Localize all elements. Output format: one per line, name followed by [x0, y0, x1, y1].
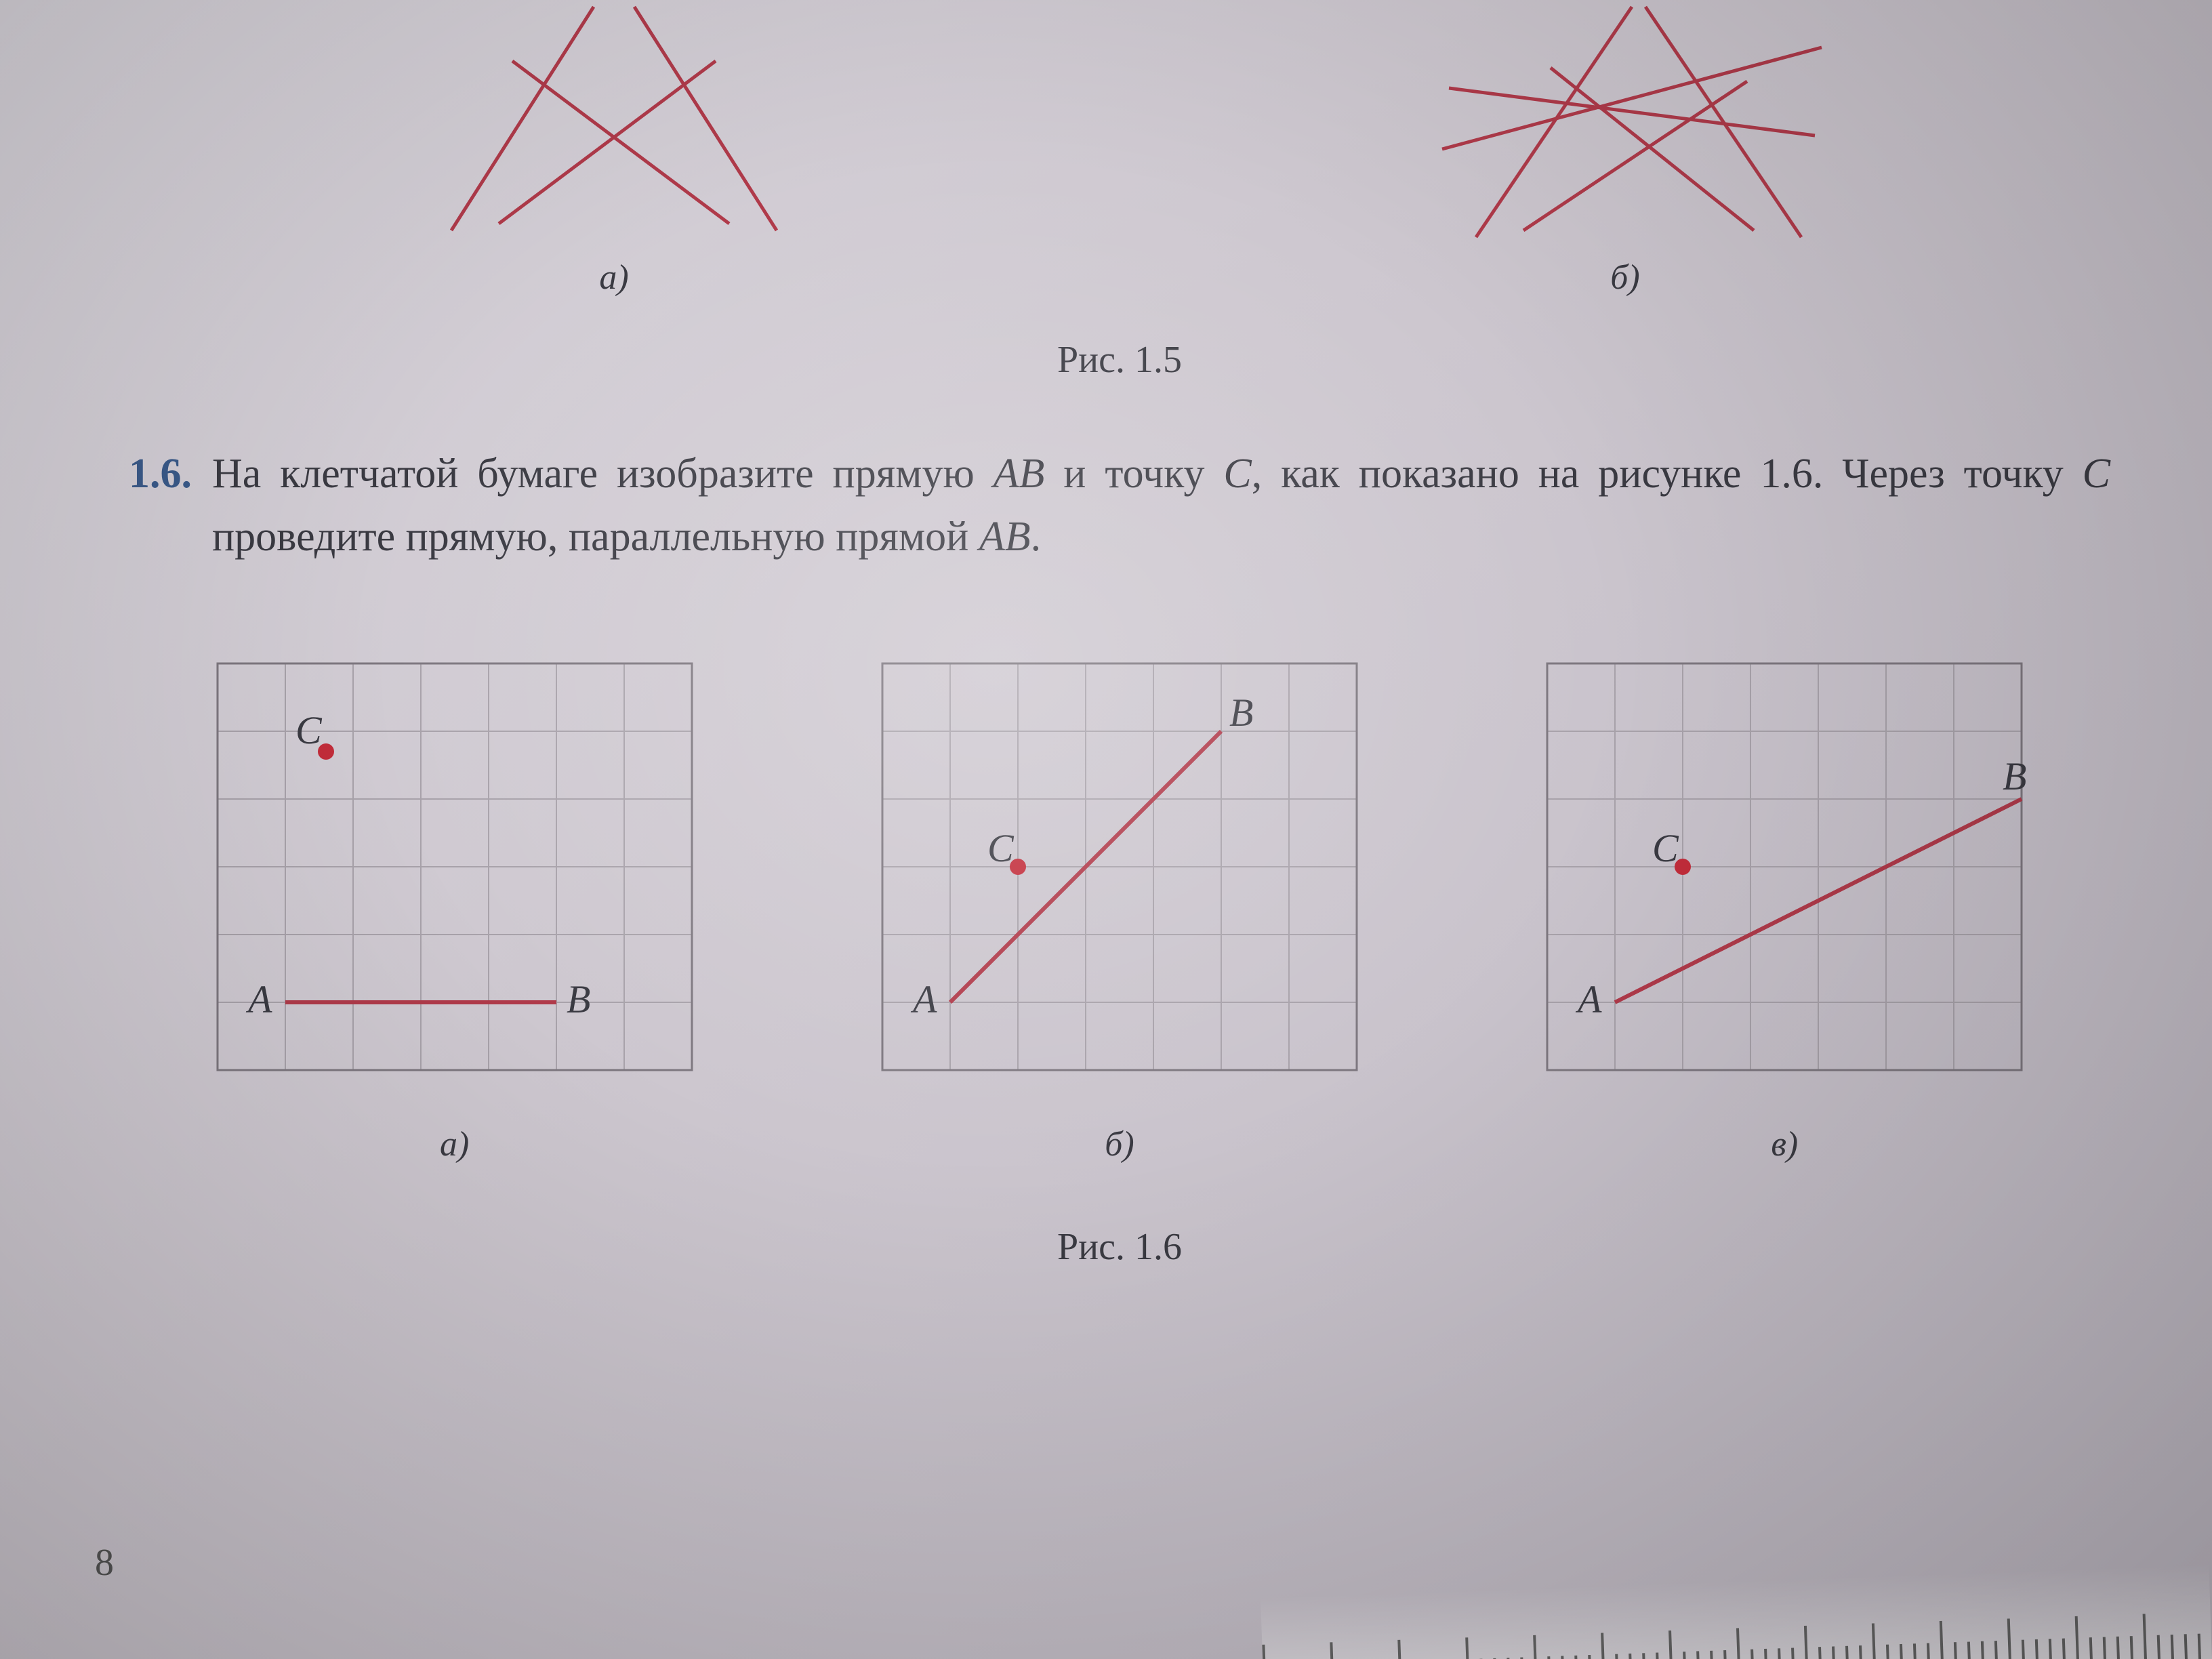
- grid-svg: A B C: [1507, 636, 2062, 1097]
- sub-label-a: а): [599, 258, 628, 298]
- svg-text:C: C: [295, 708, 323, 752]
- grid-svg: A B C: [842, 636, 1397, 1097]
- grid-panel: A B Cв): [1507, 636, 2062, 1164]
- grid-panel: A B Cб): [842, 636, 1397, 1164]
- sub-label-b: б): [1610, 258, 1639, 298]
- grid-sub-label: в): [1771, 1124, 1798, 1164]
- textbook-page: а) б) Рис. 1.5 1.6. На клетчатой бумаге …: [0, 0, 2212, 1659]
- figure-1-6-caption: Рис. 1.6: [108, 1225, 2131, 1269]
- figure-1-5-b-svg: [1422, 0, 1828, 244]
- svg-text:A: A: [1575, 977, 1602, 1021]
- figure-1-5-b: б): [1422, 0, 1828, 298]
- figure-1-5-caption: Рис. 1.5: [108, 338, 2131, 382]
- figure-1-5-row: а) б): [108, 0, 2131, 298]
- svg-text:A: A: [245, 977, 272, 1021]
- page-number: 8: [95, 1541, 114, 1584]
- problem-number: 1.6.: [129, 443, 192, 569]
- svg-text:C: C: [1652, 826, 1679, 870]
- problem-1-6: 1.6. На клетчатой бумаге изобразите прям…: [129, 443, 2110, 569]
- figure-1-5-a-svg: [411, 0, 817, 244]
- svg-text:B: B: [567, 977, 590, 1021]
- figure-1-6-row: A B Cа) A B Cб) A B Cв): [122, 636, 2117, 1164]
- svg-text:B: B: [2003, 754, 2026, 798]
- grid-sub-label: а): [440, 1124, 469, 1164]
- svg-text:A: A: [910, 977, 937, 1021]
- svg-text:C: C: [987, 826, 1015, 870]
- grid-svg: A B C: [177, 636, 733, 1097]
- svg-text:B: B: [1229, 691, 1253, 735]
- figure-1-5-a: а): [411, 0, 817, 298]
- problem-text: На клетчатой бумаге изобразите прямую AB…: [212, 443, 2110, 569]
- grid-sub-label: б): [1105, 1124, 1134, 1164]
- grid-panel: A B Cа): [177, 636, 733, 1164]
